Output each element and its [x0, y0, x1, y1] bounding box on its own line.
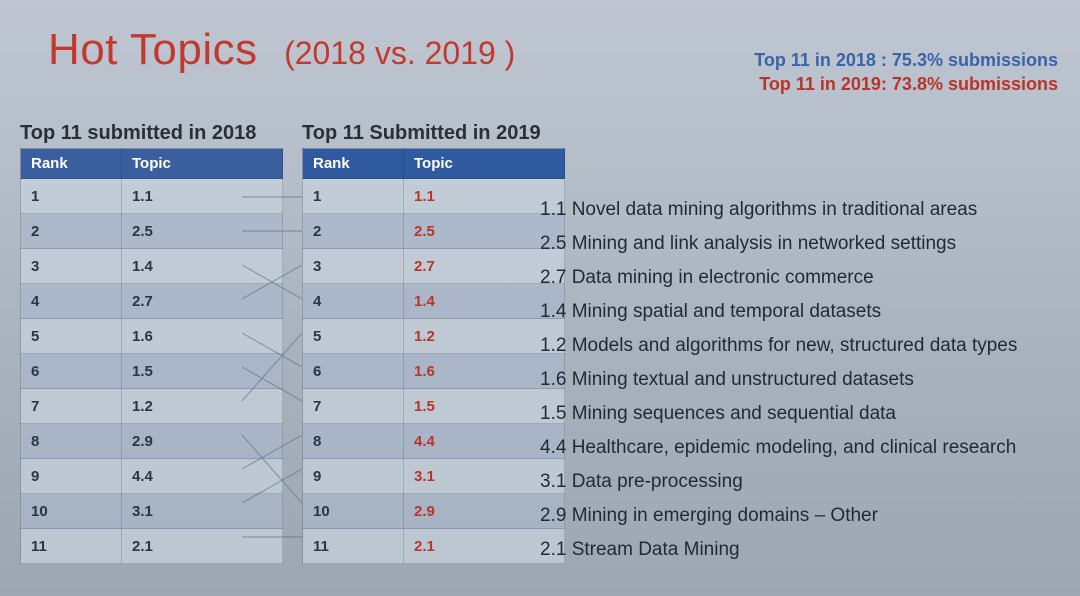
cell-rank: 4	[303, 284, 404, 319]
cell-rank: 3	[21, 249, 122, 284]
cell-rank: 5	[303, 319, 404, 354]
topic-label: 1.1 Novel data mining algorithms in trad…	[540, 192, 1017, 226]
topic-label: 1.4 Mining spatial and temporal datasets	[540, 294, 1017, 328]
topic-label: 3.1 Data pre-processing	[540, 464, 1017, 498]
table-row: 42.7	[21, 284, 283, 319]
cell-topic: 1.6	[122, 319, 283, 354]
table-row: 82.9	[21, 424, 283, 459]
cell-rank: 2	[21, 214, 122, 249]
topic-label-list: 1.1 Novel data mining algorithms in trad…	[540, 192, 1017, 566]
cell-topic: 2.5	[122, 214, 283, 249]
th-rank-2019: Rank	[303, 149, 404, 179]
table-row: 32.7	[303, 249, 565, 284]
table-row: 22.5	[303, 214, 565, 249]
tbody-2018: 11.122.531.442.751.661.571.282.994.4103.…	[21, 179, 283, 564]
table-row: 31.4	[21, 249, 283, 284]
table-row: 112.1	[303, 529, 565, 564]
cell-rank: 6	[303, 354, 404, 389]
topic-label: 2.7 Data mining in electronic commerce	[540, 260, 1017, 294]
cell-rank: 8	[303, 424, 404, 459]
cell-topic: 2.9	[122, 424, 283, 459]
table-row: 61.5	[21, 354, 283, 389]
cell-rank: 6	[21, 354, 122, 389]
th-topic-2018: Topic	[122, 149, 283, 179]
table-2018: Rank Topic 11.122.531.442.751.661.571.28…	[20, 148, 283, 564]
topic-label: 1.5 Mining sequences and sequential data	[540, 396, 1017, 430]
table-row: 41.4	[303, 284, 565, 319]
topic-label: 4.4 Healthcare, epidemic modeling, and c…	[540, 430, 1017, 464]
table-2019: Rank Topic 11.122.532.741.451.261.671.58…	[302, 148, 565, 564]
cell-rank: 1	[21, 179, 122, 214]
cell-rank: 9	[303, 459, 404, 494]
table-row: 51.6	[21, 319, 283, 354]
topic-label: 1.2 Models and algorithms for new, struc…	[540, 328, 1017, 362]
th-rank-2018: Rank	[21, 149, 122, 179]
table-row: 84.4	[303, 424, 565, 459]
cell-topic: 1.2	[122, 389, 283, 424]
table-row: 11.1	[303, 179, 565, 214]
cell-topic: 1.1	[122, 179, 283, 214]
cell-rank: 1	[303, 179, 404, 214]
table-row: 93.1	[303, 459, 565, 494]
cell-rank: 11	[303, 529, 404, 564]
topic-label: 2.5 Mining and link analysis in networke…	[540, 226, 1017, 260]
caption-2018: Top 11 submitted in 2018	[20, 122, 256, 145]
caption-2019: Top 11 Submitted in 2019	[302, 122, 541, 145]
cell-rank: 9	[21, 459, 122, 494]
cell-rank: 7	[21, 389, 122, 424]
cell-topic: 3.1	[122, 494, 283, 529]
cell-rank: 11	[21, 529, 122, 564]
legend-2018: Top 11 in 2018 : 75.3% submissions	[754, 48, 1058, 72]
cell-rank: 7	[303, 389, 404, 424]
table-row: 51.2	[303, 319, 565, 354]
cell-rank: 8	[21, 424, 122, 459]
legend: Top 11 in 2018 : 75.3% submissions Top 1…	[754, 48, 1058, 97]
topic-label: 1.6 Mining textual and unstructured data…	[540, 362, 1017, 396]
table-row: 71.5	[303, 389, 565, 424]
tbody-2019: 11.122.532.741.451.261.671.584.493.1102.…	[303, 179, 565, 564]
cell-rank: 2	[303, 214, 404, 249]
th-topic-2019: Topic	[404, 149, 565, 179]
topic-label: 2.9 Mining in emerging domains – Other	[540, 498, 1017, 532]
cell-rank: 10	[303, 494, 404, 529]
cell-topic: 4.4	[122, 459, 283, 494]
title-main: Hot Topics	[48, 25, 258, 74]
table-row: 61.6	[303, 354, 565, 389]
table-row: 94.4	[21, 459, 283, 494]
table-row: 11.1	[21, 179, 283, 214]
cell-rank: 4	[21, 284, 122, 319]
cell-topic: 2.7	[122, 284, 283, 319]
cell-rank: 5	[21, 319, 122, 354]
cell-topic: 1.5	[122, 354, 283, 389]
cell-topic: 1.4	[122, 249, 283, 284]
cell-rank: 10	[21, 494, 122, 529]
table-row: 103.1	[21, 494, 283, 529]
table-row: 71.2	[21, 389, 283, 424]
table-row: 102.9	[303, 494, 565, 529]
cell-rank: 3	[303, 249, 404, 284]
table-row: 112.1	[21, 529, 283, 564]
title-sub: (2018 vs. 2019 )	[284, 35, 515, 71]
cell-topic: 2.1	[122, 529, 283, 564]
table-row: 22.5	[21, 214, 283, 249]
legend-2019: Top 11 in 2019: 73.8% submissions	[754, 72, 1058, 96]
slide-title: Hot Topics (2018 vs. 2019 )	[48, 28, 515, 72]
topic-label: 2.1 Stream Data Mining	[540, 532, 1017, 566]
